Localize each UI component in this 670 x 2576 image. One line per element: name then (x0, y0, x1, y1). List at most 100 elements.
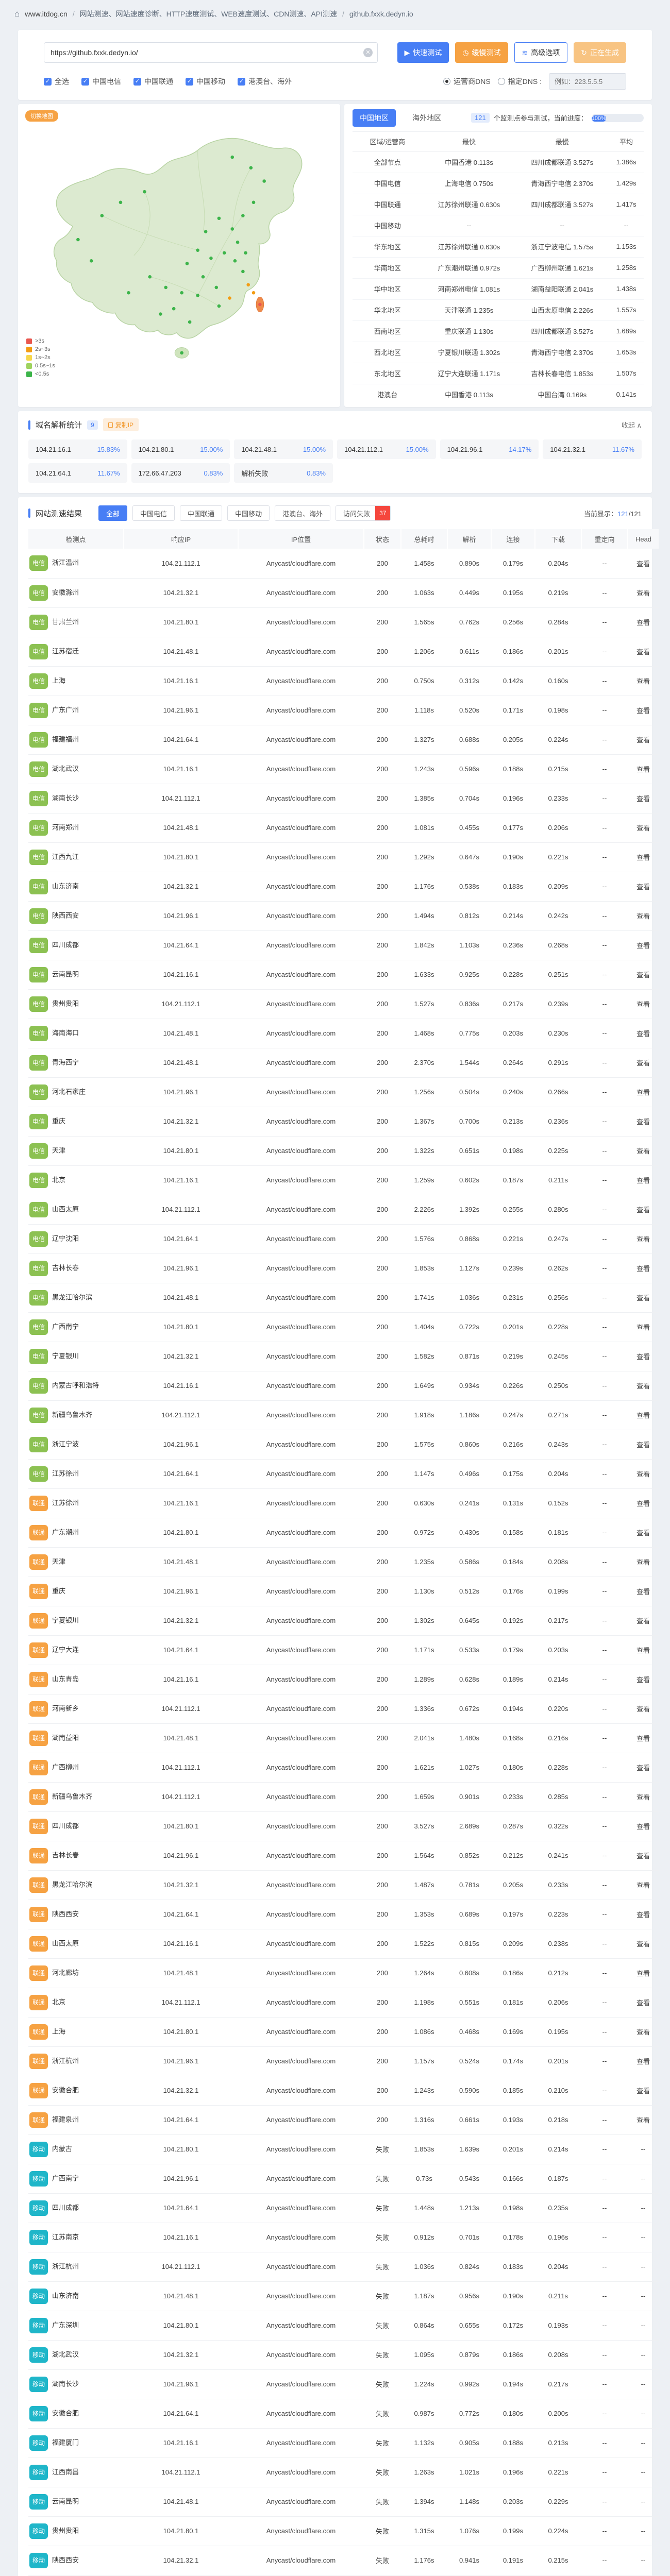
isp-checkbox[interactable]: ✓ 港澳台、海外 (238, 76, 292, 87)
download-time-cell: 0.200s (535, 2399, 581, 2429)
head-view-link[interactable]: 查看 (628, 1606, 659, 1636)
head-view-link[interactable]: 查看 (628, 1400, 659, 1430)
connect-time-cell: 0.177s (491, 813, 535, 843)
isp-checkbox[interactable]: ✓ 中国移动 (186, 76, 225, 87)
results-filter-chip[interactable]: 全部 (98, 505, 128, 521)
breadcrumb-site[interactable]: www.itdog.cn (25, 10, 68, 18)
head-view-link[interactable]: 查看 (628, 872, 659, 902)
results-filter-chip[interactable]: 中国移动 (227, 505, 270, 521)
head-view-link[interactable]: 查看 (628, 725, 659, 755)
head-view-link[interactable]: 查看 (628, 578, 659, 608)
head-view-link[interactable]: 查看 (628, 696, 659, 725)
copy-ip-button[interactable]: 复制IP (103, 418, 139, 431)
head-view-link[interactable]: 查看 (628, 1253, 659, 1283)
head-view-link[interactable]: 查看 (628, 754, 659, 784)
head-view-link[interactable]: 查看 (628, 1165, 659, 1195)
isp-checkbox[interactable]: ✓ 全选 (44, 76, 69, 87)
head-view-link[interactable]: 查看 (628, 1635, 659, 1665)
status-cell: 200 (364, 1371, 401, 1401)
head-view-link[interactable]: 查看 (628, 1283, 659, 1313)
head-view-link[interactable]: 查看 (628, 784, 659, 814)
dns-time-cell: 0.781s (447, 1870, 491, 1900)
head-view-link[interactable]: 查看 (628, 666, 659, 696)
redirect-cell: -- (581, 1723, 628, 1753)
head-view-link[interactable]: 查看 (628, 1518, 659, 1548)
head-view-link[interactable]: 查看 (628, 1782, 659, 1812)
results-filter-chip[interactable]: 访问失败 37 (336, 505, 391, 521)
isp-checkbox[interactable]: ✓ 中国电信 (81, 76, 121, 87)
connect-time-cell: 0.205s (491, 725, 535, 755)
result-row: 电信 江西九江 104.21.80.1 Anycast/cloudflare.co… (28, 842, 659, 872)
custom-dns-input[interactable] (549, 73, 626, 90)
download-time-cell: 0.210s (535, 2076, 581, 2106)
head-view-link[interactable]: 查看 (628, 1224, 659, 1254)
advanced-options-button[interactable]: ≋ 高级选项 (514, 42, 568, 63)
head-view-link[interactable]: 查看 (628, 1488, 659, 1518)
head-view-link[interactable]: 查看 (628, 1929, 659, 1959)
home-icon[interactable]: ⌂ (14, 9, 20, 19)
results-filter-chip[interactable]: 港澳台、海外 (275, 505, 331, 521)
head-view-link[interactable]: 查看 (628, 2076, 659, 2106)
head-view-link[interactable]: 查看 (628, 1988, 659, 2018)
tab-overseas-region[interactable]: 海外地区 (412, 113, 441, 122)
head-view-link[interactable]: 查看 (628, 2017, 659, 2047)
head-view-link[interactable]: 查看 (628, 1958, 659, 1988)
head-view-link[interactable]: 查看 (628, 1077, 659, 1107)
head-view-link[interactable]: 查看 (628, 1371, 659, 1401)
head-view-link[interactable]: 查看 (628, 1577, 659, 1606)
head-view-link[interactable]: 查看 (628, 813, 659, 843)
results-filter-chip[interactable]: 中国电信 (132, 505, 175, 521)
head-view-link[interactable]: 查看 (628, 1723, 659, 1753)
head-view-link[interactable]: 查看 (628, 1342, 659, 1371)
head-view-link[interactable]: 查看 (628, 1048, 659, 1078)
status-cell: 200 (364, 1518, 401, 1548)
dns-radio[interactable]: 运营商DNS (443, 76, 491, 87)
results-filter-chip[interactable]: 中国联通 (180, 505, 223, 521)
quick-test-button[interactable]: ▶ 快速测试 (397, 42, 449, 63)
head-view-link[interactable]: 查看 (628, 1753, 659, 1783)
head-view-link[interactable]: 查看 (628, 960, 659, 990)
total-time-cell: 1.448s (401, 2193, 447, 2223)
tab-china-region[interactable]: 中国地区 (353, 109, 396, 127)
head-view-link[interactable]: 查看 (628, 1107, 659, 1137)
head-view-link[interactable]: 查看 (628, 1841, 659, 1871)
head-view-link[interactable]: 查看 (628, 1811, 659, 1841)
head-view-link[interactable]: 查看 (628, 2105, 659, 2135)
head-view-link[interactable]: 查看 (628, 930, 659, 960)
dns-radio[interactable]: 指定DNS : (497, 76, 542, 87)
head-view-link[interactable]: 查看 (628, 1900, 659, 1929)
dns-time-cell: 0.956s (447, 2281, 491, 2311)
switch-map-button[interactable]: 切换地图 (25, 110, 58, 122)
head-view-link[interactable]: 查看 (628, 1430, 659, 1460)
head-view-link[interactable]: 查看 (628, 549, 659, 579)
head-view-link[interactable]: 查看 (628, 1459, 659, 1489)
carrier-badge: 移动 (29, 2141, 48, 2157)
head-view-link[interactable]: 查看 (628, 1136, 659, 1166)
dns-time-cell: 0.689s (447, 1900, 491, 1929)
head-view-link[interactable]: 查看 (628, 637, 659, 667)
head-view-link[interactable]: 查看 (628, 1870, 659, 1900)
collapse-toggle[interactable]: 收起 ∧ (621, 421, 642, 429)
ip-location-cell: Anycast/cloudflare.com (238, 2369, 364, 2399)
ip-location-cell: Anycast/cloudflare.com (238, 1342, 364, 1371)
head-view-link[interactable]: 查看 (628, 1019, 659, 1048)
isp-checkbox[interactable]: ✓ 中国联通 (133, 76, 173, 87)
url-input[interactable] (44, 42, 378, 63)
region-fastest: 宁夏银川联通 1.302s (422, 342, 516, 363)
head-view-link[interactable]: 查看 (628, 989, 659, 1019)
head-view-link[interactable]: 查看 (628, 901, 659, 931)
head-view-link[interactable]: 查看 (628, 1547, 659, 1577)
head-view-link[interactable]: 查看 (628, 1195, 659, 1225)
head-view-link[interactable]: 查看 (628, 1312, 659, 1342)
carrier-badge: 联通 (29, 1642, 48, 1658)
head-view-link[interactable]: 查看 (628, 607, 659, 637)
head-view-link[interactable]: 查看 (628, 1665, 659, 1694)
head-view-link[interactable]: 查看 (628, 1694, 659, 1724)
slow-test-button[interactable]: ◷ 缓慢测试 (455, 42, 508, 63)
head-view-link[interactable]: 查看 (628, 2046, 659, 2076)
clear-input-icon[interactable]: ✕ (363, 48, 373, 57)
head-view-link[interactable]: 查看 (628, 842, 659, 872)
generating-button[interactable]: ↻ 正在生成 (574, 42, 626, 63)
china-map[interactable] (22, 108, 336, 403)
node-name: 贵州贵阳 (52, 2526, 79, 2534)
